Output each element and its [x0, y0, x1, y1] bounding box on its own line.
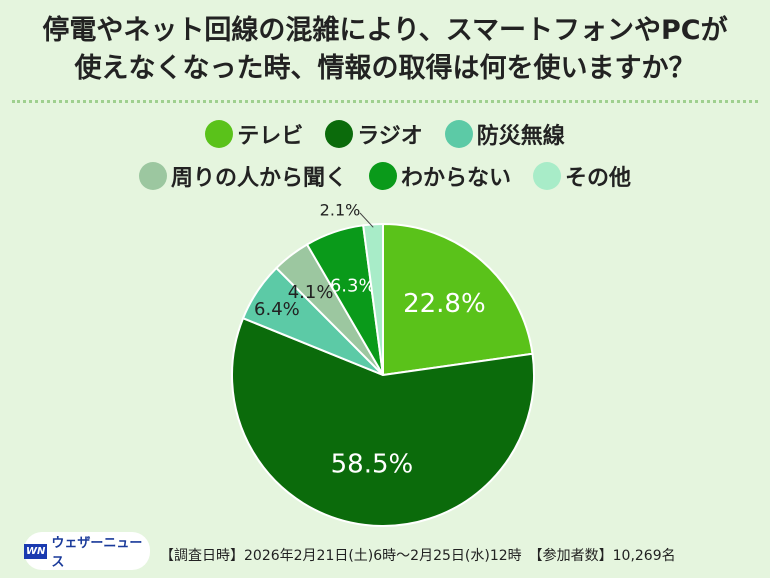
legend-item-people: 周りの人から聞く [138, 160, 347, 192]
title-line-1: 停電やネット回線の混雑により、スマートフォンやPCが [42, 15, 728, 46]
legend-swatch [444, 120, 473, 148]
data-label: 6.4% [254, 299, 300, 320]
logo-text: ウェザーニュース [51, 536, 143, 570]
legend-swatch [325, 120, 354, 148]
data-label: 4.1% [288, 282, 334, 303]
legend-swatch [205, 120, 234, 148]
legend-label: その他 [565, 166, 632, 191]
legend-item-radio: ラジオ [325, 118, 423, 150]
legend-item-disaster-radio: 防災無線 [444, 118, 565, 150]
divider [12, 100, 758, 103]
data-label: 2.1% [320, 201, 361, 220]
legend-item-unknown: わからない [368, 160, 511, 192]
leader-line [359, 212, 374, 228]
data-label: 22.8% [403, 289, 486, 319]
title-line-2: 使えなくなった時、情報の取得は何を使いますか？ [74, 53, 696, 84]
legend-label: わからない [400, 166, 511, 191]
logo-mark: WN [24, 543, 48, 559]
data-label: 6.3% [330, 275, 376, 296]
data-label: 58.5% [331, 449, 414, 479]
legend-item-other: その他 [533, 160, 631, 192]
pie-slice [231, 316, 535, 527]
pie-slice [382, 222, 534, 377]
legend-label: 防災無線 [476, 124, 565, 149]
legend-row-1: テレビ ラジオ 防災無線 [0, 118, 770, 150]
legend-swatch [368, 162, 397, 190]
chart-title: 停電やネット回線の混雑により、スマートフォンやPCが 使えなくなった時、情報の取… [0, 12, 770, 88]
legend-swatch [138, 162, 167, 190]
legend-row-2: 周りの人から聞く わからない その他 [0, 160, 770, 192]
legend-item-tv: テレビ [205, 118, 303, 150]
weathernews-logo: WN ウェザーニュース [24, 532, 150, 570]
legend-label: 周りの人から聞く [170, 166, 347, 191]
legend-swatch [533, 162, 561, 190]
pie-slice [362, 222, 384, 376]
survey-note: 【調査日時】2026年2月21日(土)6時～2月25日(水)12時 【参加者数】… [160, 548, 676, 564]
legend-label: テレビ [237, 124, 304, 149]
legend-label: ラジオ [357, 124, 423, 149]
